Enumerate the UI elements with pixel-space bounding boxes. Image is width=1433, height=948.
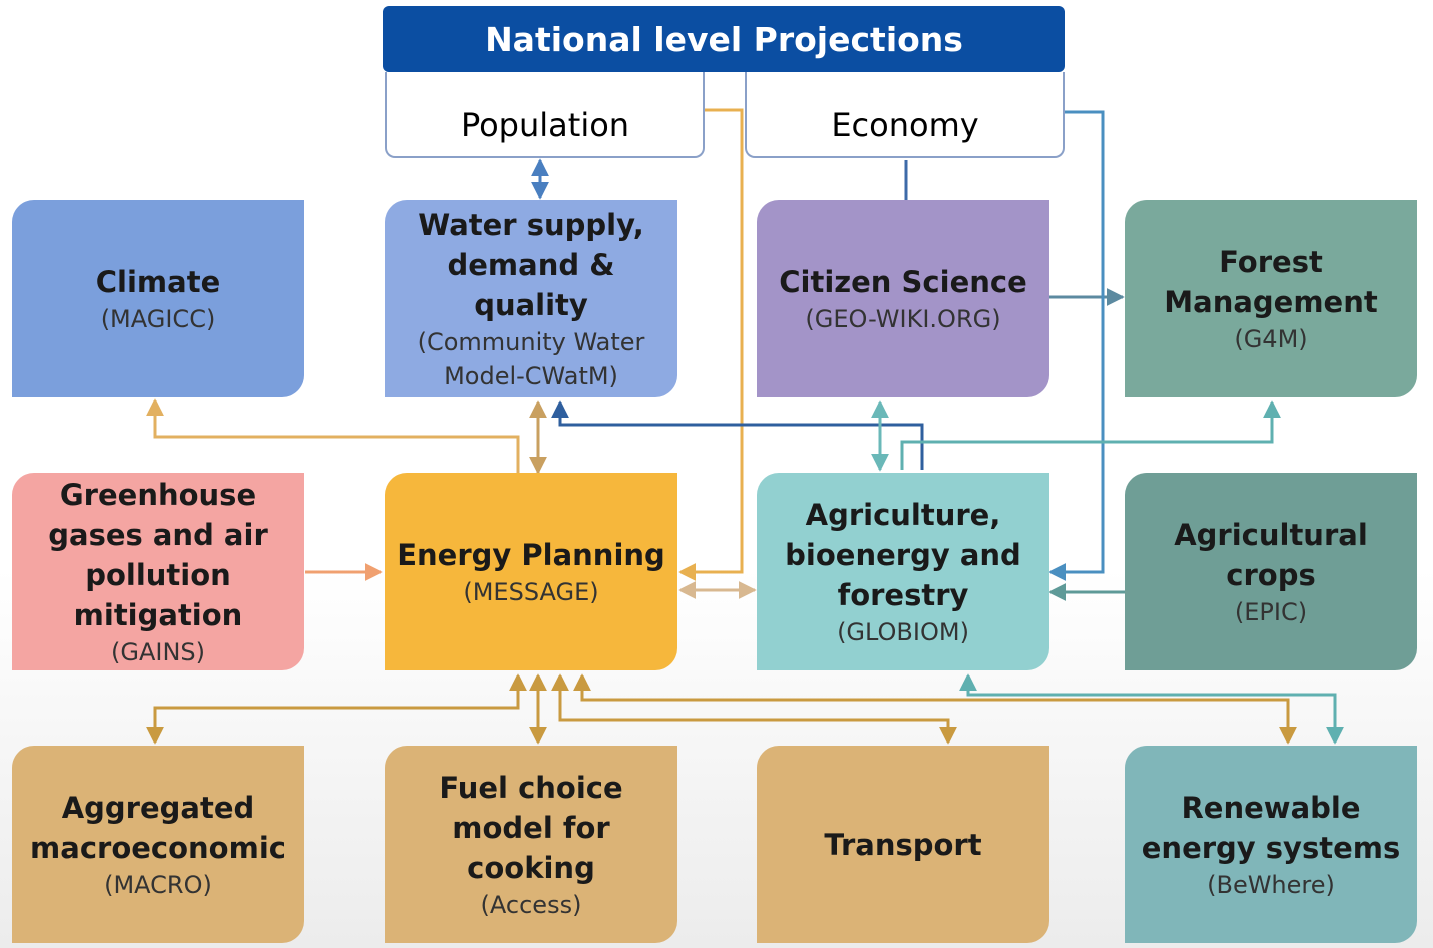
node: Agricultural crops (EPIC) [1125, 473, 1417, 670]
node-subtitle: (Community Water Model-CWatM) [417, 327, 645, 390]
economy: Economy [745, 72, 1065, 158]
node-subtitle: (MESSAGE) [463, 577, 599, 606]
node-title: Forest Management [1164, 244, 1378, 319]
node-title: Citizen Science [779, 264, 1027, 299]
population: Population [385, 72, 705, 158]
node: Fuel choice model for cooking (Access) [385, 746, 677, 943]
node-subtitle: (GLOBIOM) [837, 617, 969, 646]
node-title: Energy Planning [397, 537, 665, 572]
node: Climate (MAGICC) [12, 200, 304, 397]
header-title: National level Projections [383, 6, 1065, 72]
node-subtitle: (BeWhere) [1207, 870, 1335, 899]
node: Citizen Science (GEO-WIKI.ORG) [757, 200, 1049, 397]
node-subtitle: (MACRO) [104, 870, 212, 899]
node: Transport [757, 746, 1049, 943]
node-subtitle: (Access) [480, 890, 582, 919]
node-title: Climate [95, 264, 221, 299]
node-title: Aggregated macroeconomic [30, 790, 286, 865]
node: Energy Planning (MESSAGE) [385, 473, 677, 670]
node-title: Renewable energy systems [1141, 790, 1401, 865]
node: Agriculture, bioenergy and forestry (GLOB… [757, 473, 1049, 670]
node-subtitle: (GEO-WIKI.ORG) [805, 304, 1001, 333]
node-title: Water supply, demand & quality [418, 207, 644, 322]
node-title: Agricultural crops [1174, 517, 1368, 592]
node: Greenhouse gases and air pollution mitig… [12, 473, 304, 670]
node: Water supply, demand & quality (Community… [385, 200, 677, 397]
node-subtitle: (MAGICC) [100, 304, 216, 333]
node: Aggregated macroeconomic (MACRO) [12, 746, 304, 943]
node-title: Fuel choice model for cooking [439, 770, 623, 885]
node-title: Transport [824, 827, 982, 862]
node-title: Greenhouse gases and air pollution mitig… [48, 477, 268, 632]
node: Renewable energy systems (BeWhere) [1125, 746, 1417, 943]
node-title: Agriculture, bioenergy and forestry [785, 497, 1021, 612]
arrows [146, 108, 1344, 745]
node-subtitle: (GAINS) [110, 637, 205, 666]
node: Forest Management (G4M) [1125, 200, 1417, 397]
node-subtitle: (EPIC) [1234, 597, 1308, 626]
node-subtitle: (G4M) [1234, 324, 1308, 353]
